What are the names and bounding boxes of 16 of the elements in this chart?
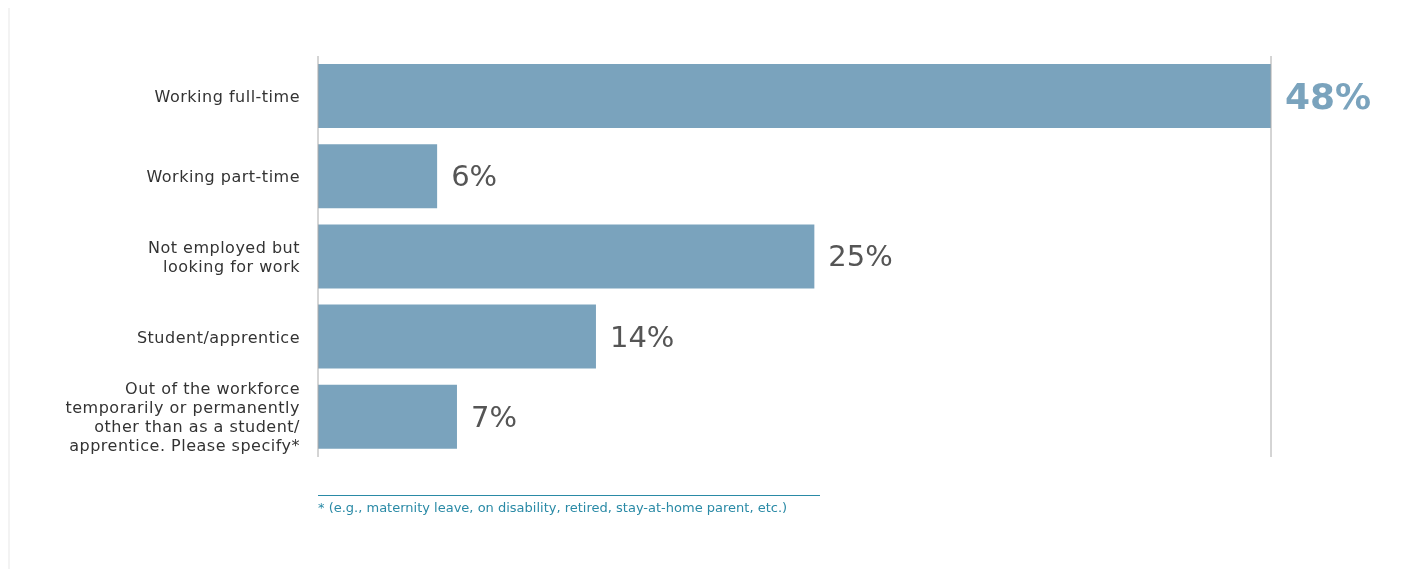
bar <box>318 64 1271 129</box>
data-label: 6% <box>451 159 498 194</box>
text: * (e.g., maternity leave, on disability, retired, stay-at-home parent, etc.) <box>318 495 820 515</box>
y-tick-label: Student/apprentice <box>136 327 300 347</box>
y-tick-label: Working part-time <box>146 166 300 186</box>
data-label: 48% <box>1285 75 1372 117</box>
data-label: 14% <box>609 319 675 354</box>
y-tick-label: Working full-time <box>154 86 300 106</box>
bar <box>318 224 815 289</box>
data-label: 25% <box>828 239 893 274</box>
bar <box>318 304 596 369</box>
y-tick-label: Out of the workforce temporarily or permanently other than as a student/ apprentice. Please specify* <box>65 378 301 455</box>
data-label: 7% <box>470 399 517 434</box>
y-tick-label: Not employed but looking for work <box>147 237 301 276</box>
bar <box>318 144 438 209</box>
bar <box>318 384 457 449</box>
